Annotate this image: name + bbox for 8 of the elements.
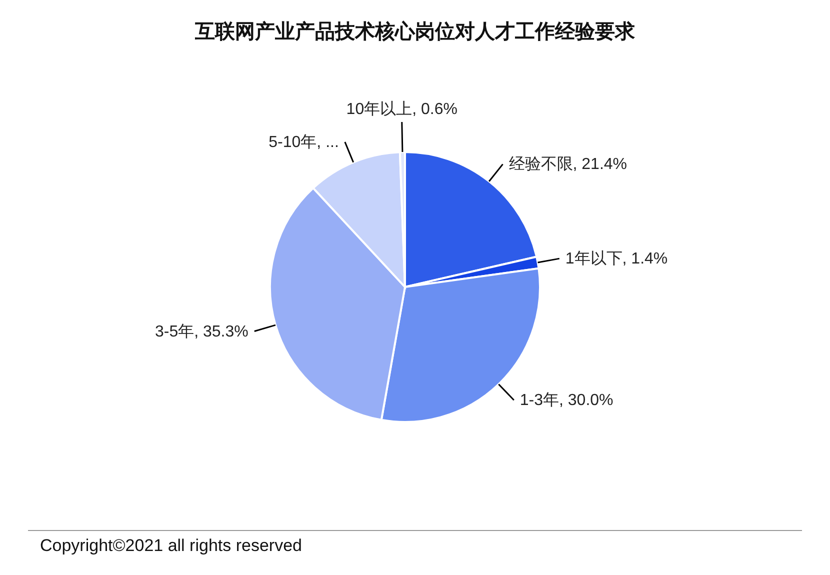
slice-label: 1-3年, 30.0% bbox=[520, 392, 614, 410]
chart-title: 互联网产业产品技术核心岗位对人才工作经验要求 bbox=[194, 20, 636, 45]
slice-label: 3-5年, 35.3% bbox=[154, 323, 248, 340]
slice-label: 经验不限, 21.4% bbox=[508, 156, 628, 174]
slice-label: 5-10年, ... bbox=[268, 134, 339, 151]
text: Copyright©2021 all rights reserved bbox=[40, 536, 302, 556]
slice-label: 1年以下, 1.4% bbox=[565, 250, 668, 268]
slice-label: 10年以上, 0.6% bbox=[346, 100, 458, 118]
